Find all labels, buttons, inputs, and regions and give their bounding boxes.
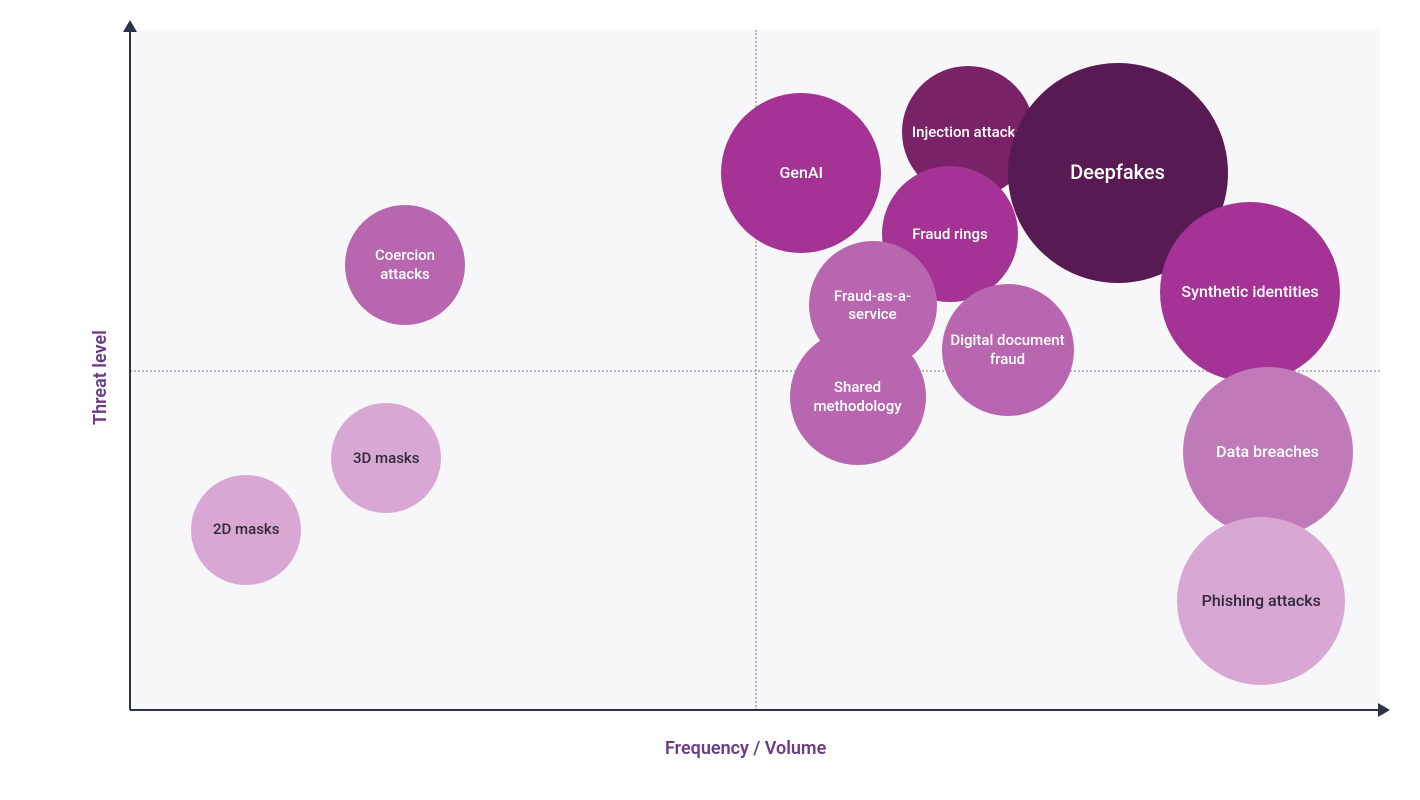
bubble-label: Data breaches <box>1216 442 1319 462</box>
x-axis-label: Frequency / Volume <box>665 738 826 759</box>
bubble-3d-masks: 3D masks <box>331 403 441 513</box>
bubble-phishing: Phishing attacks <box>1177 517 1345 685</box>
bubble-doc-fraud: Digital document fraud <box>942 284 1074 416</box>
bubble-label: Shared methodology <box>796 378 920 416</box>
bubble-label: Fraud-as-a-service <box>815 287 931 325</box>
y-axis-line <box>129 30 131 710</box>
bubble-label: Fraud rings <box>912 225 987 244</box>
bubble-label: Injection attacks <box>912 123 1023 142</box>
bubble-label: Synthetic identities <box>1181 282 1318 302</box>
bubble-label: 2D masks <box>213 520 279 539</box>
bubble-label: Digital document fraud <box>948 331 1068 369</box>
bubble-data-breaches: Data breaches <box>1183 367 1353 537</box>
x-axis-line <box>130 709 1380 711</box>
bubble-shared-method: Shared methodology <box>790 329 926 465</box>
x-axis-arrowhead-icon <box>1378 703 1390 717</box>
bubble-coercion: Coercion attacks <box>345 205 465 325</box>
threat-bubble-chart: 2D masks 3D masks Coercion attacks GenAI Inj… <box>0 0 1420 800</box>
bubble-2d-masks: 2D masks <box>191 475 301 585</box>
bubble-label: GenAI <box>779 163 823 183</box>
bubble-genai: GenAI <box>721 93 881 253</box>
grid-midline-horizontal <box>130 370 1380 372</box>
y-axis-arrowhead-icon <box>123 20 137 32</box>
bubble-synthetic-id: Synthetic identities <box>1160 202 1340 382</box>
bubble-label: Deepfakes <box>1070 160 1165 185</box>
bubble-label: Coercion attacks <box>351 246 459 284</box>
bubble-label: Phishing attacks <box>1202 591 1321 611</box>
bubble-label: 3D masks <box>353 449 419 468</box>
y-axis-label: Threat level <box>90 330 111 425</box>
